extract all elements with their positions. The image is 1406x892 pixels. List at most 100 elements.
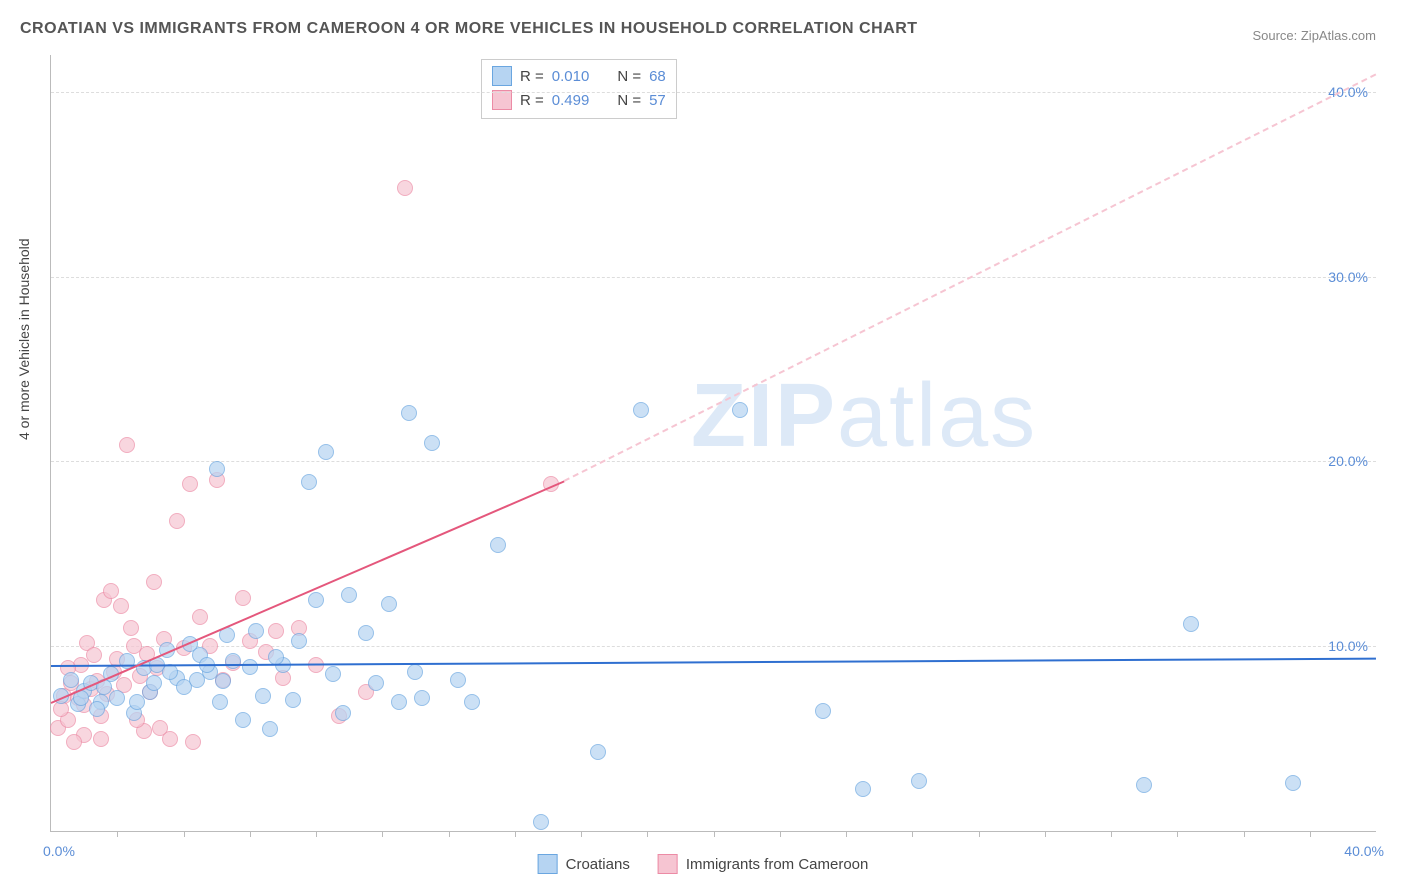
point-croatians — [146, 675, 162, 691]
point-croatians — [291, 633, 307, 649]
stats-row-croatians: R = 0.010 N = 68 — [492, 64, 666, 88]
point-croatians — [89, 701, 105, 717]
gridline — [51, 461, 1376, 462]
point-croatians — [391, 694, 407, 710]
point-cameroon — [397, 180, 413, 196]
point-croatians — [368, 675, 384, 691]
x-tick — [1111, 831, 1112, 837]
point-croatians — [235, 712, 251, 728]
source-prefix: Source: — [1252, 28, 1300, 43]
x-tick — [912, 831, 913, 837]
point-croatians — [911, 773, 927, 789]
x-tick-end: 40.0% — [1344, 843, 1384, 859]
point-croatians — [414, 690, 430, 706]
x-tick — [979, 831, 980, 837]
source-link[interactable]: ZipAtlas.com — [1301, 28, 1376, 43]
n-value-cameroon: 57 — [649, 92, 666, 109]
point-croatians — [285, 692, 301, 708]
stats-legend-box: R = 0.010 N = 68 R = 0.499 N = 57 — [481, 59, 677, 119]
chart-title: CROATIAN VS IMMIGRANTS FROM CAMEROON 4 O… — [20, 20, 918, 38]
point-croatians — [212, 694, 228, 710]
point-croatians — [490, 537, 506, 553]
x-tick — [382, 831, 383, 837]
legend-label-cameroon: Immigrants from Cameroon — [686, 856, 869, 873]
r-label: R = — [520, 68, 544, 85]
legend-label-croatians: Croatians — [566, 856, 630, 873]
point-cameroon — [119, 437, 135, 453]
legend-item-cameroon: Immigrants from Cameroon — [658, 854, 869, 874]
point-cameroon — [146, 574, 162, 590]
point-croatians — [129, 694, 145, 710]
y-tick-label: 20.0% — [1328, 453, 1368, 469]
gridline — [51, 277, 1376, 278]
x-tick — [780, 831, 781, 837]
point-croatians — [464, 694, 480, 710]
x-tick — [515, 831, 516, 837]
point-croatians — [1183, 616, 1199, 632]
r-value-cameroon: 0.499 — [552, 92, 590, 109]
x-tick — [1177, 831, 1178, 837]
point-croatians — [358, 625, 374, 641]
point-cameroon — [103, 583, 119, 599]
point-croatians — [209, 461, 225, 477]
swatch-cameroon — [492, 90, 512, 110]
y-tick-label: 30.0% — [1328, 269, 1368, 285]
point-croatians — [63, 672, 79, 688]
x-tick — [581, 831, 582, 837]
point-croatians — [225, 653, 241, 669]
x-tick — [117, 831, 118, 837]
x-tick — [449, 831, 450, 837]
point-cameroon — [93, 731, 109, 747]
point-croatians — [318, 444, 334, 460]
watermark-atlas: atlas — [837, 366, 1037, 466]
point-cameroon — [182, 476, 198, 492]
swatch-croatians — [492, 66, 512, 86]
point-croatians — [255, 688, 271, 704]
regression-cameroon — [51, 480, 565, 704]
n-label: N = — [617, 68, 641, 85]
plot-area: ZIPatlas R = 0.010 N = 68 R = 0.499 N = … — [50, 55, 1376, 832]
point-croatians — [533, 814, 549, 830]
point-croatians — [1136, 777, 1152, 793]
point-cameroon — [123, 620, 139, 636]
point-croatians — [335, 705, 351, 721]
point-croatians — [341, 587, 357, 603]
point-croatians — [855, 781, 871, 797]
bottom-legend: Croatians Immigrants from Cameroon — [538, 854, 869, 874]
point-croatians — [189, 672, 205, 688]
point-croatians — [162, 664, 178, 680]
point-cameroon — [235, 590, 251, 606]
gridline — [51, 92, 1376, 93]
point-cameroon — [169, 513, 185, 529]
point-cameroon — [192, 609, 208, 625]
swatch-croatians — [538, 854, 558, 874]
point-croatians — [301, 474, 317, 490]
source-attribution: Source: ZipAtlas.com — [1252, 28, 1376, 43]
point-croatians — [450, 672, 466, 688]
point-cameroon — [268, 623, 284, 639]
point-croatians — [109, 690, 125, 706]
point-croatians — [590, 744, 606, 760]
r-label: R = — [520, 92, 544, 109]
point-croatians — [424, 435, 440, 451]
point-croatians — [308, 592, 324, 608]
x-tick — [250, 831, 251, 837]
y-tick-label: 10.0% — [1328, 638, 1368, 654]
point-croatians — [407, 664, 423, 680]
swatch-cameroon — [658, 854, 678, 874]
point-cameroon — [152, 720, 168, 736]
x-tick — [1310, 831, 1311, 837]
point-croatians — [381, 596, 397, 612]
point-cameroon — [185, 734, 201, 750]
point-croatians — [633, 402, 649, 418]
point-cameroon — [86, 647, 102, 663]
point-cameroon — [113, 598, 129, 614]
x-tick — [846, 831, 847, 837]
x-tick — [647, 831, 648, 837]
x-tick-start: 0.0% — [43, 843, 75, 859]
point-croatians — [242, 659, 258, 675]
point-croatians — [401, 405, 417, 421]
r-value-croatians: 0.010 — [552, 68, 590, 85]
x-tick — [714, 831, 715, 837]
x-tick — [1045, 831, 1046, 837]
